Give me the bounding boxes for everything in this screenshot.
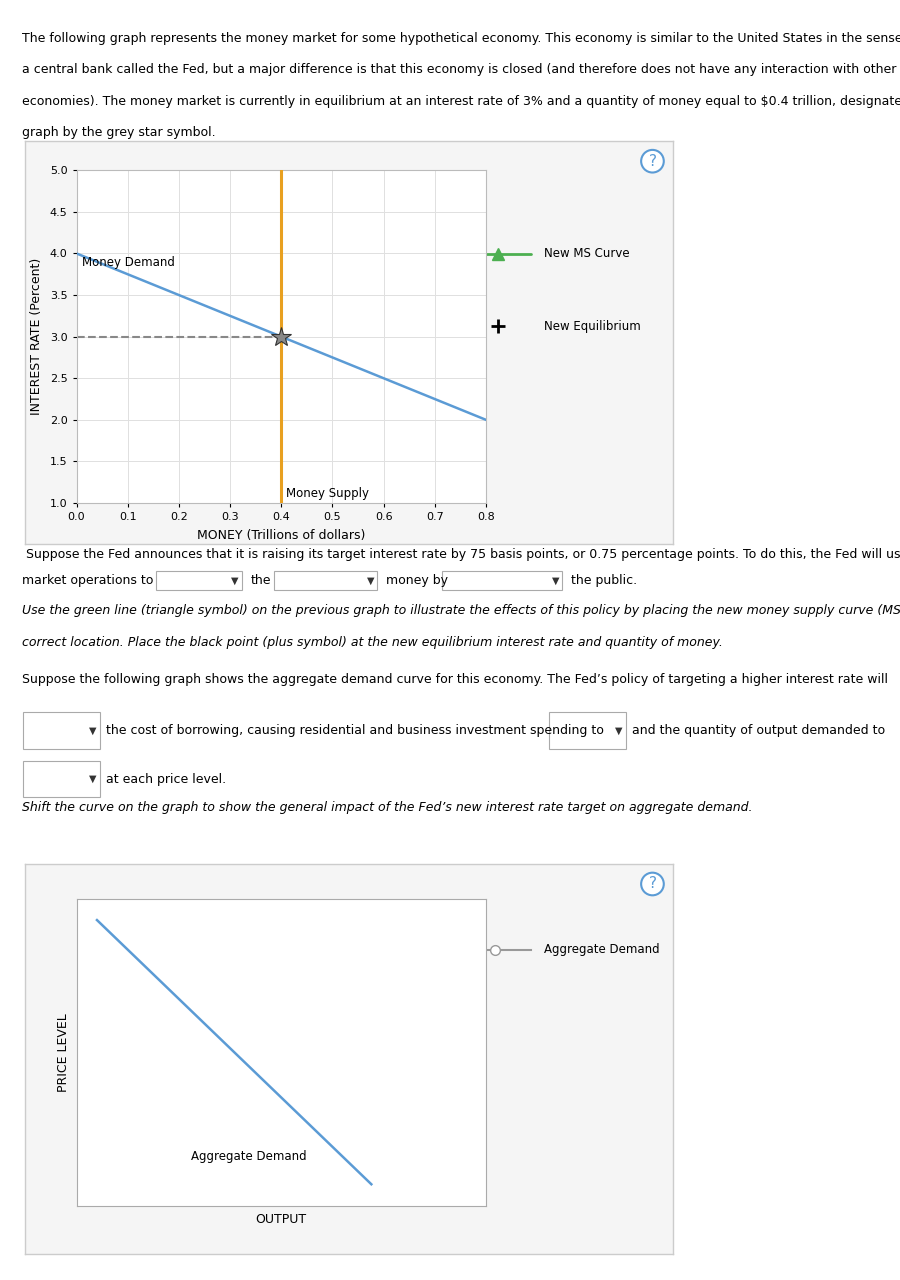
Text: ?: ? <box>649 154 656 169</box>
FancyBboxPatch shape <box>22 712 100 749</box>
Text: a central bank called the Fed, but a major difference is that this economy is cl: a central bank called the Fed, but a maj… <box>22 64 900 77</box>
Text: graph by the grey star symbol.: graph by the grey star symbol. <box>22 125 216 140</box>
Text: correct location. Place the black point (plus symbol) at the new equilibrium int: correct location. Place the black point … <box>22 636 724 649</box>
Text: ▼: ▼ <box>367 576 374 586</box>
Text: ▼: ▼ <box>89 774 96 785</box>
Text: ▼: ▼ <box>616 726 623 736</box>
Y-axis label: PRICE LEVEL: PRICE LEVEL <box>57 1012 69 1092</box>
Text: the cost of borrowing, causing residential and business investment spending to: the cost of borrowing, causing residenti… <box>106 724 604 737</box>
Text: The following graph represents the money market for some hypothetical economy. T: The following graph represents the money… <box>22 32 900 45</box>
Text: Aggregate Demand: Aggregate Demand <box>191 1151 306 1164</box>
Text: Suppose the Fed announces that it is raising its target interest rate by 75 basi: Suppose the Fed announces that it is rai… <box>22 548 900 561</box>
Text: ?: ? <box>649 877 656 891</box>
Text: the public.: the public. <box>571 575 637 588</box>
Text: Aggregate Demand: Aggregate Demand <box>544 943 659 956</box>
FancyBboxPatch shape <box>22 760 100 797</box>
FancyBboxPatch shape <box>442 571 562 590</box>
Text: economies). The money market is currently in equilibrium at an interest rate of : economies). The money market is currentl… <box>22 95 900 108</box>
Y-axis label: INTEREST RATE (Percent): INTEREST RATE (Percent) <box>30 259 43 415</box>
Text: market operations to: market operations to <box>22 575 154 588</box>
Text: New Equilibrium: New Equilibrium <box>544 320 641 333</box>
Text: Use the green line (triangle symbol) on the previous graph to illustrate the eff: Use the green line (triangle symbol) on … <box>22 604 900 617</box>
Text: at each price level.: at each price level. <box>106 773 226 786</box>
FancyBboxPatch shape <box>548 712 626 749</box>
Text: money by: money by <box>386 575 448 588</box>
Text: ▼: ▼ <box>89 726 96 736</box>
Text: ▼: ▼ <box>552 576 559 586</box>
FancyBboxPatch shape <box>156 571 242 590</box>
X-axis label: MONEY (Trillions of dollars): MONEY (Trillions of dollars) <box>197 529 365 541</box>
Text: Suppose the following graph shows the aggregate demand curve for this economy. T: Suppose the following graph shows the ag… <box>22 673 888 686</box>
Text: Shift the curve on the graph to show the general impact of the Fed’s new interes: Shift the curve on the graph to show the… <box>22 801 753 814</box>
Text: Money Demand: Money Demand <box>82 256 175 269</box>
Text: New MS Curve: New MS Curve <box>544 247 629 260</box>
FancyBboxPatch shape <box>274 571 377 590</box>
Text: the: the <box>250 575 271 588</box>
Text: ▼: ▼ <box>231 576 239 586</box>
Text: and the quantity of output demanded to: and the quantity of output demanded to <box>632 724 885 737</box>
X-axis label: OUTPUT: OUTPUT <box>256 1212 307 1226</box>
Text: Money Supply: Money Supply <box>286 486 369 499</box>
